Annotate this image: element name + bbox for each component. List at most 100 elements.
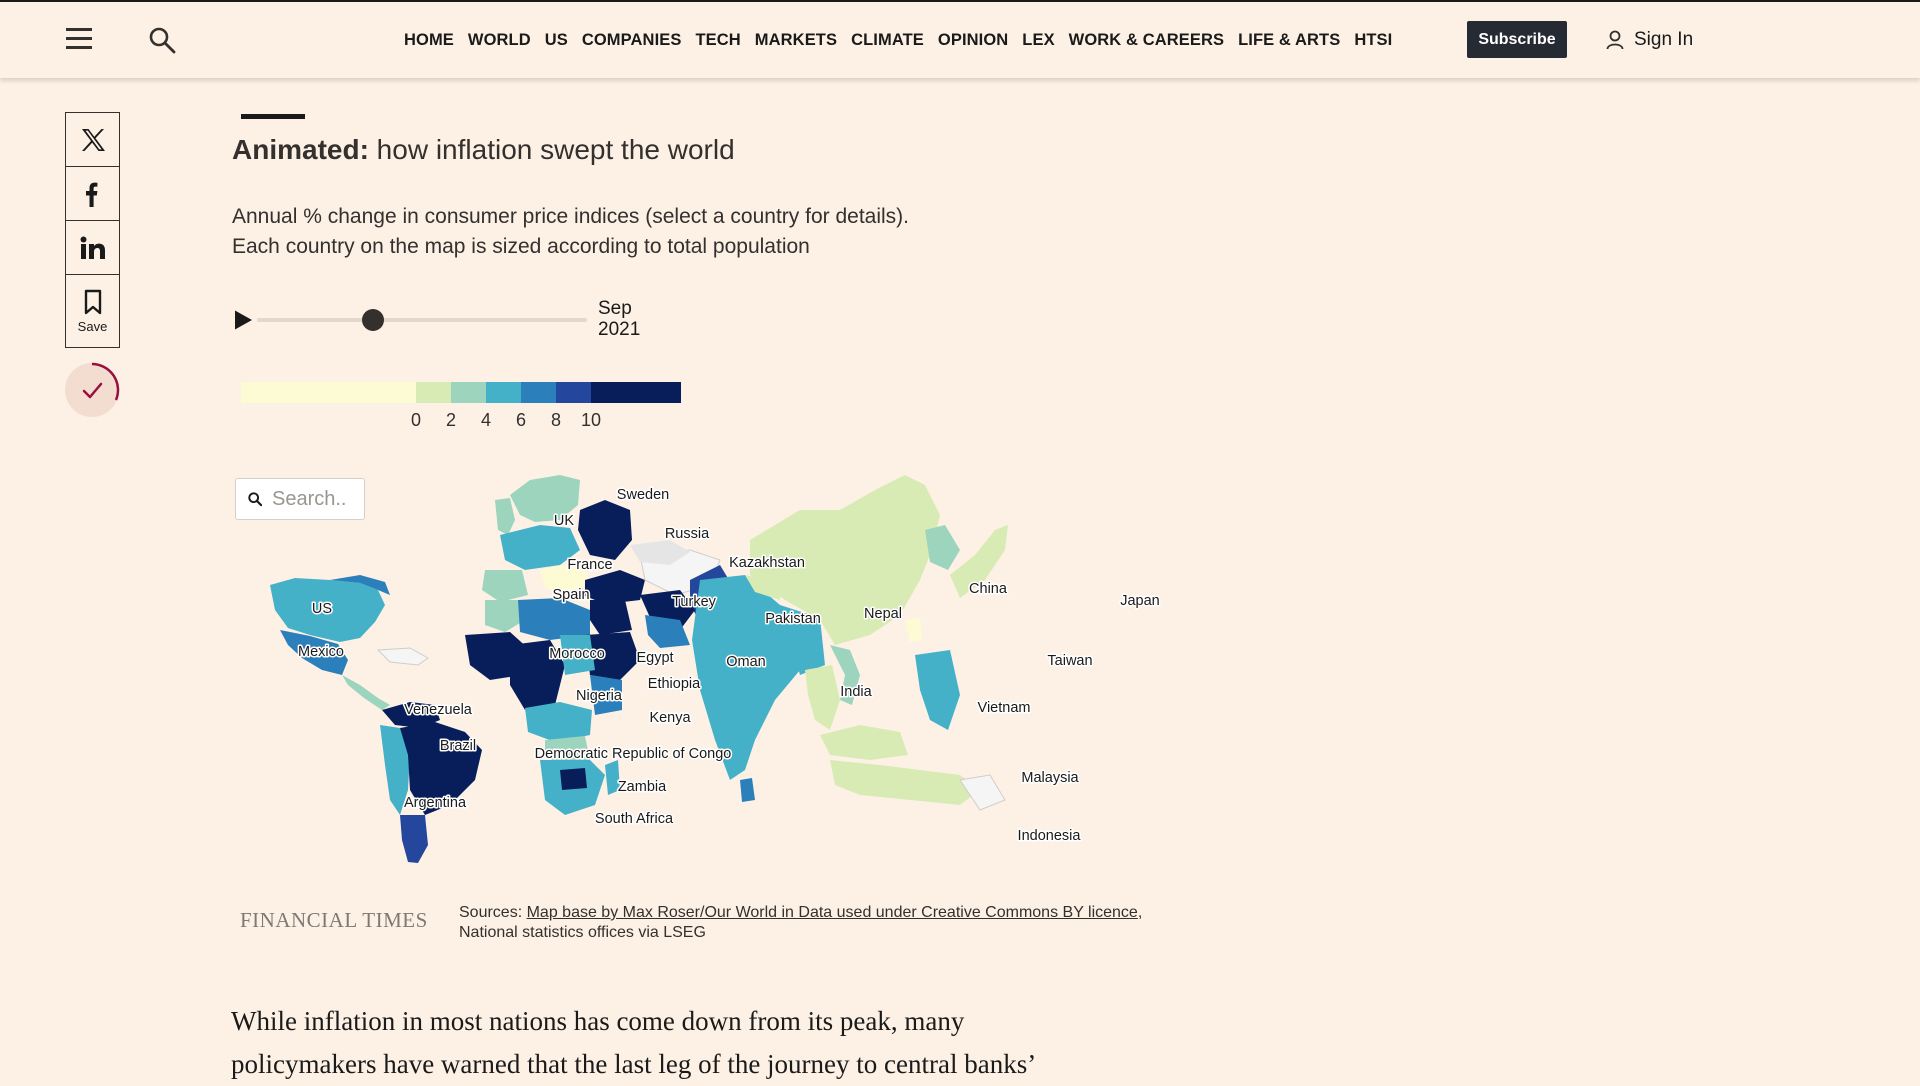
- nav-markets[interactable]: MARKETS: [754, 30, 838, 49]
- legend-tick: 6: [515, 410, 527, 430]
- ft-logo: FINANCIAL TIMES: [240, 908, 428, 932]
- legend-tick: 2: [445, 410, 457, 430]
- nav-world[interactable]: WORLD: [467, 30, 531, 49]
- region-balkans[interactable]: [540, 562, 590, 595]
- country-zimbabwe-region[interactable]: [560, 768, 587, 790]
- country-indonesia[interactable]: [830, 760, 980, 805]
- map-label-vietnam: Vietnam: [978, 700, 1031, 716]
- nav-work-careers[interactable]: WORK & CAREERS: [1068, 30, 1225, 49]
- region-sri-lanka[interactable]: [740, 778, 755, 802]
- nav-life-arts[interactable]: LIFE & ARTS: [1238, 30, 1341, 49]
- region-andes[interactable]: [380, 725, 410, 815]
- facebook-icon: [85, 182, 97, 207]
- nav-htsi[interactable]: HTSI: [1354, 30, 1393, 49]
- country-russia-west[interactable]: [578, 500, 632, 560]
- timeline-slider-handle[interactable]: [361, 309, 384, 331]
- country-oman[interactable]: [645, 615, 690, 648]
- region-pacific[interactable]: [959, 774, 1006, 811]
- sources-line-2: National statistics offices via LSEG: [459, 924, 706, 941]
- legend-swatch: [556, 382, 591, 403]
- country-madagascar[interactable]: [605, 760, 620, 795]
- country-turkey[interactable]: [585, 570, 645, 604]
- legend-swatch: [416, 382, 451, 403]
- country-us[interactable]: [270, 578, 385, 642]
- legend-swatch: [486, 382, 521, 403]
- country-india[interactable]: [692, 575, 810, 780]
- region-sudan[interactable]: [560, 635, 595, 675]
- site-header: HOME WORLD US COMPANIES TECH MARKETS CLI…: [0, 0, 1920, 78]
- map-label-sweden: Sweden: [617, 487, 669, 503]
- country-japan[interactable]: [950, 525, 1008, 598]
- country-china[interactable]: [750, 475, 940, 645]
- country-taiwan[interactable]: [905, 618, 922, 642]
- country-argentina[interactable]: [400, 815, 428, 863]
- linkedin-icon: [80, 236, 105, 259]
- sources-map-base-link[interactable]: Map base by Max Roser/Our World in Data …: [526, 904, 1138, 921]
- map-label-indonesia: Indonesia: [1018, 828, 1082, 844]
- legend-swatch: [591, 382, 681, 403]
- country-spain[interactable]: [482, 570, 528, 602]
- map-label-democratic-republic-of-congo: Democratic Republic of Congo: [535, 746, 732, 762]
- region-western-europe[interactable]: [500, 525, 580, 570]
- country-malaysia[interactable]: [820, 725, 908, 760]
- country-shapes[interactable]: [270, 475, 1008, 863]
- region-caribbean[interactable]: [376, 647, 429, 666]
- share-facebook-button[interactable]: [65, 166, 120, 220]
- country-vietnam[interactable]: [830, 645, 860, 705]
- country-mexico[interactable]: [280, 630, 348, 675]
- country-uk[interactable]: [495, 498, 515, 535]
- nav-home[interactable]: HOME: [404, 30, 454, 49]
- region-north-africa[interactable]: [518, 598, 590, 640]
- region-nordics[interactable]: [510, 475, 580, 522]
- country-canada-region[interactable]: [330, 575, 390, 595]
- map-label-russia: Russia: [665, 526, 710, 542]
- timeline-year: 2021: [598, 319, 641, 340]
- map-label-china: China: [969, 581, 1008, 597]
- region-mainland-sea[interactable]: [805, 665, 840, 730]
- country-kazakhstan[interactable]: [630, 540, 690, 565]
- nav-companies[interactable]: COMPANIES: [581, 30, 682, 49]
- country-drc[interactable]: [525, 702, 592, 742]
- legend-tick: 10: [580, 410, 602, 430]
- country-morocco[interactable]: [485, 600, 525, 632]
- menu-icon[interactable]: [66, 28, 92, 50]
- region-korea[interactable]: [925, 525, 960, 570]
- play-icon[interactable]: [232, 309, 254, 331]
- legend-tick: 8: [550, 410, 562, 430]
- country-brazil[interactable]: [400, 722, 482, 815]
- country-nigeria[interactable]: [510, 640, 565, 710]
- region-central-america[interactable]: [342, 675, 390, 710]
- country-search-input[interactable]: [270, 486, 364, 512]
- subscribe-button[interactable]: Subscribe: [1467, 21, 1567, 58]
- nav-tech[interactable]: TECH: [695, 30, 741, 49]
- share-x-button[interactable]: [65, 112, 120, 166]
- country-zambia[interactable]: [545, 736, 590, 765]
- country-ethiopia[interactable]: [585, 632, 640, 680]
- nav-climate[interactable]: CLIMATE: [851, 30, 924, 49]
- nav-us[interactable]: US: [544, 30, 568, 49]
- timeline-month: Sep: [598, 298, 632, 319]
- sign-in-label: Sign In: [1634, 29, 1694, 50]
- share-linkedin-button[interactable]: [65, 220, 120, 274]
- country-philippines[interactable]: [915, 650, 960, 730]
- timeline-date: Sep 2021: [598, 298, 640, 340]
- search-icon[interactable]: [148, 26, 176, 54]
- country-kenya[interactable]: [590, 675, 622, 715]
- legend-swatch: [521, 382, 556, 403]
- map-label-ethiopia: Ethiopia: [648, 676, 701, 692]
- country-venezuela[interactable]: [382, 702, 440, 728]
- nav-opinion[interactable]: OPINION: [937, 30, 1009, 49]
- save-article-button[interactable]: Save: [65, 274, 120, 348]
- map-label-nepal: Nepal: [864, 606, 902, 622]
- map-label-south-africa: South Africa: [595, 811, 674, 827]
- description-line-2: Each country on the map is sized accordi…: [232, 235, 810, 258]
- timeline-slider[interactable]: [257, 309, 587, 331]
- sign-in-link[interactable]: Sign In: [1606, 26, 1693, 54]
- region-southeast-india[interactable]: [780, 605, 825, 675]
- sources-suffix: ,: [1137, 904, 1143, 921]
- country-search[interactable]: [235, 478, 365, 520]
- country-egypt[interactable]: [590, 600, 632, 635]
- save-label: Save: [77, 318, 108, 334]
- nav-lex[interactable]: LEX: [1022, 30, 1055, 49]
- inflation-map[interactable]: Sweden UK Russia France Kazakhstan Spain Turke…: [260, 470, 1210, 870]
